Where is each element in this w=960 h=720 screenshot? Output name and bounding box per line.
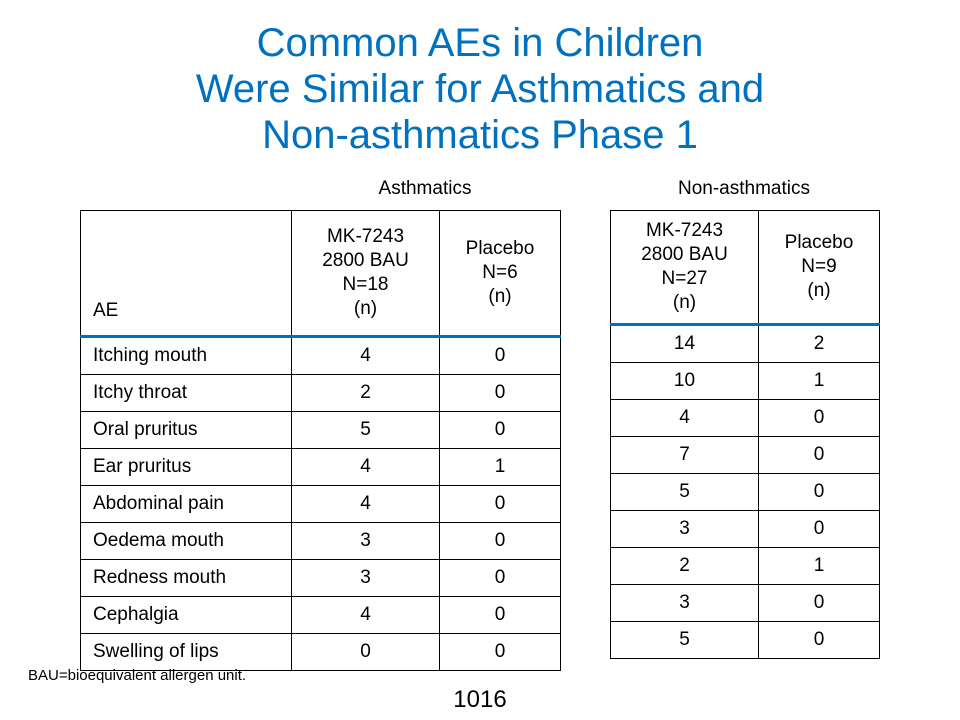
header-drug: MK-7243 2800 BAU N=27 (n)	[610, 210, 759, 326]
table-row: Abdominal pain 4 0	[80, 485, 561, 523]
header-drug-line: 2800 BAU	[322, 250, 409, 271]
header-placebo-line: Placebo	[784, 232, 854, 253]
group-label-non-asthmatics: Non-asthmatics	[678, 178, 810, 199]
group-label-asthmatics: Asthmatics	[378, 178, 472, 199]
cell-drug-count: 4	[610, 399, 759, 437]
cell-placebo-count: 0	[439, 485, 561, 523]
cell-drug-count: 5	[610, 621, 759, 659]
header-placebo-line: Placebo	[465, 238, 535, 259]
cell-placebo-count: 0	[439, 596, 561, 634]
cell-placebo-count: 1	[439, 448, 561, 486]
cell-ae-name: Cephalgia	[80, 596, 292, 634]
table-row: Swelling of lips 0 0	[80, 633, 561, 671]
cell-ae-name: Oral pruritus	[80, 411, 292, 449]
header-drug-line: MK-7243	[326, 226, 405, 247]
title-line-2: Were Similar for Asthmatics and	[195, 67, 765, 111]
header-drug: MK-7243 2800 BAU N=18 (n)	[291, 210, 440, 338]
cell-drug-count: 2	[291, 374, 440, 412]
cell-drug-count: 10	[610, 362, 759, 400]
cell-drug-count: 3	[610, 510, 759, 548]
cell-drug-count: 5	[291, 411, 440, 449]
cell-ae-name: Abdominal pain	[80, 485, 292, 523]
header-placebo-line: N=6	[482, 262, 518, 283]
table-row: 10 1	[610, 362, 880, 400]
header-drug-line: (n)	[672, 292, 697, 313]
cell-placebo-count: 0	[439, 374, 561, 412]
slide-title: Common AEs in Children Were Similar for …	[0, 20, 960, 158]
cell-drug-count: 2	[610, 547, 759, 585]
cell-ae-name: Redness mouth	[80, 559, 292, 597]
header-placebo: Placebo N=9 (n)	[758, 210, 880, 326]
title-line-3: Non-asthmatics Phase 1	[262, 113, 698, 157]
header-placebo: Placebo N=6 (n)	[439, 210, 561, 338]
cell-drug-count: 4	[291, 336, 440, 375]
cell-placebo-count: 0	[758, 510, 880, 548]
header-ae: AE	[80, 210, 292, 338]
table-row: Cephalgia 4 0	[80, 596, 561, 634]
cell-placebo-count: 0	[439, 633, 561, 671]
cell-placebo-count: 0	[439, 559, 561, 597]
cell-drug-count: 7	[610, 436, 759, 474]
cell-ae-name: Oedema mouth	[80, 522, 292, 560]
table-row: Oral pruritus 5 0	[80, 411, 561, 449]
table-row: Oedema mouth 3 0	[80, 522, 561, 560]
table-row: 14 2	[610, 324, 880, 363]
header-placebo-line: (n)	[488, 286, 512, 307]
cell-drug-count: 4	[291, 485, 440, 523]
cell-placebo-count: 2	[758, 324, 880, 363]
cell-placebo-count: 1	[758, 547, 880, 585]
header-placebo-line: N=9	[801, 256, 837, 277]
cell-ae-name: Itchy throat	[80, 374, 292, 412]
table-row: Itchy throat 2 0	[80, 374, 561, 412]
cell-placebo-count: 0	[758, 399, 880, 437]
header-drug-line: MK-7243	[645, 220, 724, 241]
page-number: 1016	[453, 686, 507, 713]
table-header-row: MK-7243 2800 BAU N=27 (n) Placebo N=9 (n…	[610, 210, 880, 326]
cell-ae-name: Ear pruritus	[80, 448, 292, 486]
asthmatics-table: AE MK-7243 2800 BAU N=18 (n) Placebo N=6…	[80, 210, 561, 671]
cell-drug-count: 14	[610, 324, 759, 363]
title-line-1: Common AEs in Children	[256, 21, 704, 65]
header-drug-line: 2800 BAU	[641, 244, 728, 265]
cell-ae-name: Swelling of lips	[80, 633, 292, 671]
cell-placebo-count: 0	[758, 584, 880, 622]
header-drug-line: N=27	[661, 268, 708, 289]
cell-placebo-count: 0	[439, 411, 561, 449]
cell-placebo-count: 0	[758, 436, 880, 474]
header-drug-line: N=18	[342, 274, 389, 295]
table-row: Redness mouth 3 0	[80, 559, 561, 597]
cell-placebo-count: 1	[758, 362, 880, 400]
cell-drug-count: 3	[291, 522, 440, 560]
cell-drug-count: 3	[291, 559, 440, 597]
cell-ae-name: Itching mouth	[80, 336, 292, 375]
table-row: Itching mouth 4 0	[80, 336, 561, 375]
cell-placebo-count: 0	[439, 336, 561, 375]
non-asthmatics-table: MK-7243 2800 BAU N=27 (n) Placebo N=9 (n…	[610, 210, 880, 659]
table-header-row: AE MK-7243 2800 BAU N=18 (n) Placebo N=6…	[80, 210, 561, 338]
table-row: Ear pruritus 4 1	[80, 448, 561, 486]
cell-placebo-count: 0	[439, 522, 561, 560]
header-drug-line: (n)	[353, 298, 378, 319]
cell-drug-count: 0	[291, 633, 440, 671]
cell-placebo-count: 0	[758, 621, 880, 659]
cell-drug-count: 3	[610, 584, 759, 622]
cell-drug-count: 4	[291, 448, 440, 486]
cell-placebo-count: 0	[758, 473, 880, 511]
cell-drug-count: 5	[610, 473, 759, 511]
header-placebo-line: (n)	[807, 280, 831, 301]
cell-drug-count: 4	[291, 596, 440, 634]
footnote: BAU=bioequivalent allergen unit.	[28, 667, 247, 684]
